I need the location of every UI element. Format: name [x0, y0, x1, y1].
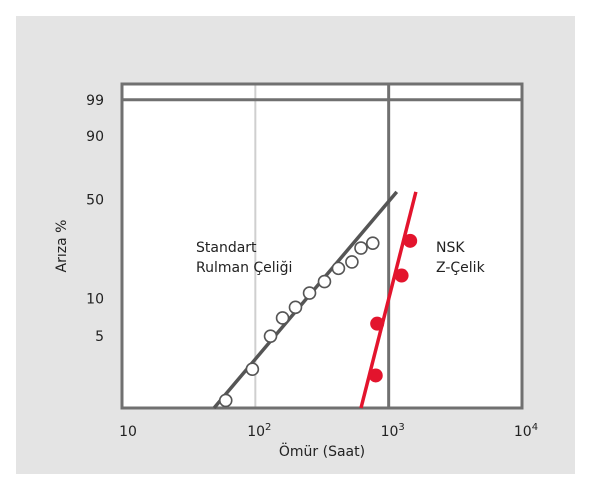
standart-point-0 [218, 393, 233, 408]
standart-point-8 [345, 255, 359, 269]
series-label-standart: Standart Rulman Çeliği [196, 240, 292, 276]
x-axis-label: Ömür (Saat) [279, 442, 365, 460]
y-tick-label-5: 5 [95, 329, 104, 345]
y-axis-label: Arıza % [54, 220, 70, 273]
nsk-point-1 [370, 316, 385, 331]
nsk-point-3 [403, 233, 418, 248]
series-label-standart-line-2: Rulman Çeliği [196, 260, 292, 276]
series-label-standart-line-1: Standart [196, 240, 257, 256]
x-tick-labels: 10 102 103 104 [119, 422, 538, 440]
standart-point-1 [245, 362, 260, 377]
y-tick-label-10: 10 [86, 291, 104, 307]
grid-lines [122, 84, 522, 408]
standart-point-4 [288, 300, 303, 315]
standart-point-7 [331, 261, 346, 276]
standart-point-10 [365, 236, 380, 250]
nsk-point-2 [394, 268, 409, 283]
standart-point-2 [263, 329, 278, 343]
fit-line-standart [212, 190, 399, 410]
data-points [218, 233, 418, 408]
series-label-nsk-line-1: NSK [436, 240, 465, 256]
standart-point-3 [275, 311, 290, 325]
standart-point-9 [354, 241, 368, 255]
y-tick-label-90: 90 [86, 129, 104, 145]
y-tick-label-50: 50 [86, 192, 104, 208]
standart-point-5 [302, 286, 317, 300]
series-label-nsk-line-2: Z-Çelik [436, 260, 486, 276]
nsk-point-0 [368, 368, 383, 383]
standart-point-6 [317, 274, 332, 289]
plot-frame [120, 82, 524, 410]
series-label-nsk: NSK Z-Çelik [436, 240, 486, 276]
y-tick-label-99: 99 [86, 93, 104, 109]
x-tick-label-1000: 103 [381, 422, 405, 440]
x-tick-label-10000: 104 [514, 422, 538, 440]
y-tick-labels: 99 90 50 10 5 [86, 93, 104, 345]
x-tick-label-10: 10 [119, 424, 137, 440]
plot-area [122, 84, 522, 408]
x-tick-label-100: 102 [247, 422, 271, 440]
